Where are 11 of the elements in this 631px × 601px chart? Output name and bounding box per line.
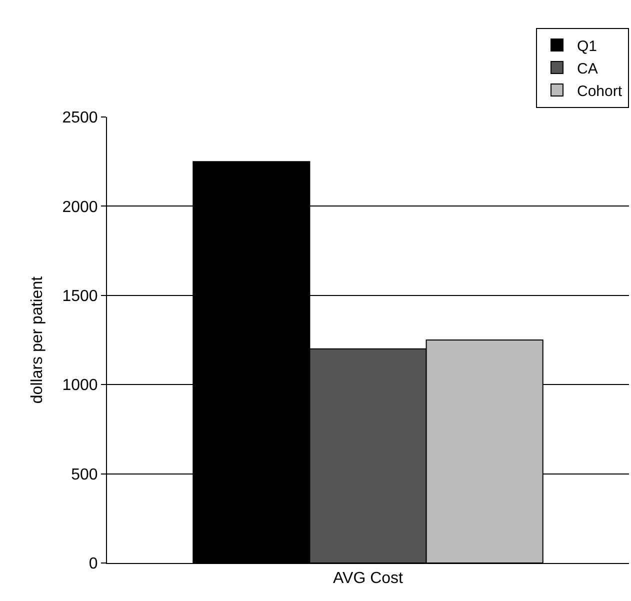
y-axis-title: dollars per patient	[29, 276, 46, 404]
x-tick-label: AVG Cost	[333, 570, 404, 588]
y-tick-label: 2000	[62, 198, 98, 216]
legend-label: CA	[577, 60, 598, 78]
legend-label: Cohort	[577, 82, 623, 100]
y-tick-label: 0	[88, 556, 98, 573]
y-tick-label: 2500	[62, 110, 98, 127]
y-tick-label: 1500	[62, 288, 98, 305]
legend-label: Q1	[577, 38, 598, 55]
y-tick-label: 1000	[62, 377, 98, 394]
y-tick-label: 500	[71, 466, 98, 484]
